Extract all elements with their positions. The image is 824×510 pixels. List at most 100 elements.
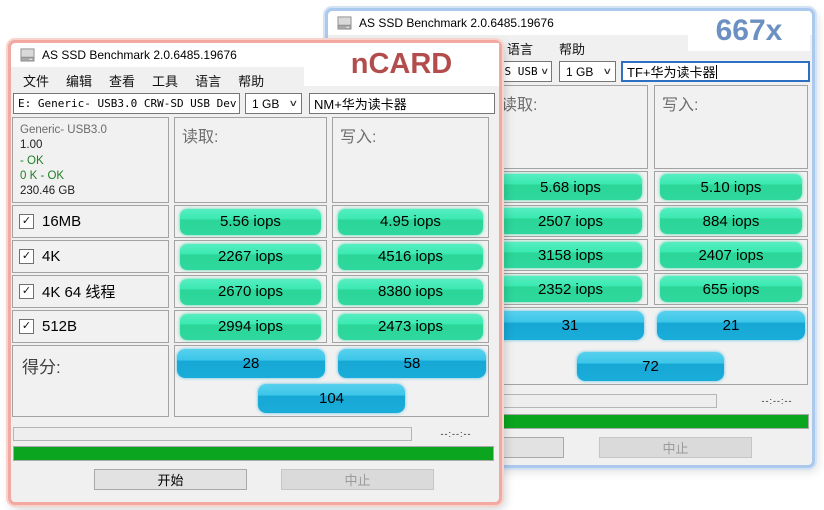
row-label-cell: ✓ 4K — [12, 240, 169, 273]
write-result-cell: 5.10 iops — [654, 171, 808, 203]
menubar: 文件 编辑 查看 工具 语言 帮助 — [11, 67, 499, 93]
write-result-cell: 4.95 iops — [332, 205, 489, 238]
chevron-down-icon: ∨ — [288, 98, 299, 108]
chevron-down-icon: ∨ — [602, 66, 613, 76]
overlay-badge-ncard: nCARD — [304, 43, 499, 86]
menu-edit[interactable]: 编辑 — [66, 73, 93, 89]
window-front: AS SSD Benchmark 2.0.6485.19676 nCARD 文件… — [8, 40, 502, 505]
write-result-cell: 8380 iops — [332, 275, 489, 308]
drive-select-value: E: Generic- USB3.0 CRW-SD USB Dev — [18, 97, 237, 110]
result-pill: 5.56 iops — [180, 208, 321, 235]
total-score-pill: 104 — [258, 384, 405, 413]
result-pill: 2352 iops — [499, 276, 642, 302]
overlay-badge-667x: 667x — [688, 11, 810, 51]
label-input-value: TF+华为读卡器 — [627, 65, 716, 80]
app-drive-icon — [20, 48, 35, 62]
result-pill: 4516 iops — [338, 243, 483, 270]
chevron-down-icon: ∨ — [540, 66, 549, 77]
result-pill: 2670 iops — [180, 278, 321, 305]
read-result-cell: 5.68 iops — [493, 171, 648, 203]
write-result-cell: 884 iops — [654, 205, 808, 237]
menu-help[interactable]: 帮助 — [238, 73, 265, 89]
row-label-cell: ✓ 4K 64 线程 — [12, 275, 169, 308]
menu-help[interactable]: 帮助 — [559, 41, 586, 57]
drive-status-1: - OK — [20, 154, 44, 167]
total-score-pill: 72 — [577, 352, 724, 381]
drive-select-value: S USB — [504, 65, 538, 78]
size-select-value: 1 GB — [252, 96, 280, 111]
checkbox-checked[interactable]: ✓ — [19, 284, 34, 299]
read-result-cell: 2267 iops — [174, 240, 327, 273]
label-input-value: NM+华为读卡器 — [314, 97, 407, 112]
drive-firmware: 1.00 — [20, 139, 43, 152]
result-pill: 2407 iops — [660, 242, 802, 268]
test-label: 4K 64 线程 — [42, 284, 116, 301]
write-result-cell: 4516 iops — [332, 240, 489, 273]
read-result-cell: 2994 iops — [174, 310, 327, 343]
elapsed-time: --:--:-- — [761, 396, 793, 406]
abort-button[interactable]: 中止 — [281, 469, 434, 490]
read-score-pill: 31 — [496, 311, 644, 340]
write-result-cell: 2473 iops — [332, 310, 489, 343]
score-cell: 31 21 72 — [493, 307, 808, 385]
size-select[interactable]: 1 GB ∨ — [245, 93, 302, 114]
menu-view[interactable]: 查看 — [109, 73, 136, 89]
benchmark-table: Generic- USB3.0 1.00 - OK 0 K - OK 230.4… — [12, 117, 489, 417]
result-pill: 2473 iops — [338, 313, 483, 340]
result-pill: 4.95 iops — [338, 208, 483, 235]
write-column-header: 写入: — [654, 85, 808, 169]
abort-button[interactable]: 中止 — [599, 437, 752, 458]
start-button[interactable]: 开始 — [94, 469, 247, 490]
write-score-pill: 21 — [657, 311, 805, 340]
elapsed-time: --:--:-- — [440, 429, 472, 439]
label-input[interactable]: TF+华为读卡器 — [621, 61, 810, 82]
menu-language[interactable]: 语言 — [507, 41, 534, 57]
result-pill: 3158 iops — [499, 242, 642, 268]
size-select[interactable]: 1 GB ∨ — [559, 61, 616, 82]
test-label: 512B — [42, 318, 78, 335]
write-column-header: 写入: — [332, 117, 489, 203]
result-pill: 884 iops — [660, 208, 802, 234]
drive-info-cell: Generic- USB3.0 1.00 - OK 0 K - OK 230.4… — [12, 117, 169, 203]
drive-status-2: 0 K - OK — [20, 169, 65, 182]
read-score-pill: 28 — [177, 349, 325, 378]
row-label-cell: ✓ 512B — [12, 310, 169, 343]
menu-language[interactable]: 语言 — [195, 73, 222, 89]
window-title: AS SSD Benchmark 2.0.6485.19676 — [42, 48, 237, 62]
test-label: 16MB — [42, 213, 82, 230]
read-result-cell: 2352 iops — [493, 273, 648, 305]
progress-bar — [13, 427, 412, 441]
write-result-cell: 2407 iops — [654, 239, 808, 271]
result-pill: 2994 iops — [180, 313, 321, 340]
result-pill: 655 iops — [660, 276, 802, 302]
read-result-cell: 2670 iops — [174, 275, 327, 308]
result-pill: 8380 iops — [338, 278, 483, 305]
result-pill: 5.10 iops — [660, 174, 802, 200]
read-result-cell: 3158 iops — [493, 239, 648, 271]
read-result-cell: 5.56 iops — [174, 205, 327, 238]
window-title: AS SSD Benchmark 2.0.6485.19676 — [359, 16, 554, 30]
label-input[interactable]: NM+华为读卡器 — [309, 93, 495, 114]
result-pill: 2267 iops — [180, 243, 321, 270]
drive-model: Generic- USB3.0 — [20, 124, 107, 136]
menu-tools[interactable]: 工具 — [152, 73, 179, 89]
checkbox-checked[interactable]: ✓ — [19, 249, 34, 264]
result-pill: 2507 iops — [499, 208, 642, 234]
drive-capacity: 230.46 GB — [20, 185, 75, 198]
write-score-pill: 58 — [338, 349, 486, 378]
chevron-down-icon: ∨ — [233, 99, 239, 109]
score-cell: 28 58 104 — [174, 345, 489, 417]
write-result-cell: 655 iops — [654, 273, 808, 305]
menu-file[interactable]: 文件 — [23, 73, 50, 89]
read-column-header: 读取: — [174, 117, 327, 203]
drive-select[interactable]: E: Generic- USB3.0 CRW-SD USB Dev ∨ — [13, 93, 240, 114]
checkbox-checked[interactable]: ✓ — [19, 319, 34, 334]
read-result-cell: 2507 iops — [493, 205, 648, 237]
menubar: 语言 帮助 — [328, 35, 812, 61]
status-bar-green — [13, 446, 494, 461]
size-select-value: 1 GB — [566, 64, 594, 79]
app-drive-icon — [337, 16, 352, 30]
checkbox-checked[interactable]: ✓ — [19, 214, 34, 229]
test-label: 4K — [42, 248, 61, 265]
score-label-cell: 得分: — [12, 345, 169, 417]
